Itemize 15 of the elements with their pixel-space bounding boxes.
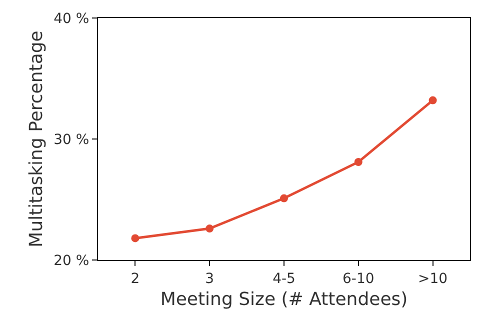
y-tick-label: 30 %: [54, 132, 90, 148]
x-tick-label: >10: [418, 270, 448, 287]
point: [206, 224, 214, 233]
x-tick-label: 2: [130, 270, 140, 287]
point: [131, 234, 140, 242]
point: [428, 96, 437, 104]
x-tick-label: 3: [205, 270, 214, 287]
x-axis-title: Meeting Size (# Attendees): [160, 288, 408, 310]
x-tick-label: 6-10: [342, 270, 374, 287]
y-axis-title: Multitasking Percentage: [26, 30, 47, 248]
point: [280, 194, 288, 202]
x-tick-label: 4-5: [272, 270, 296, 287]
point: [354, 158, 362, 166]
y-tick-label: 40 %: [54, 10, 90, 27]
y-tick-label: 20 %: [54, 252, 90, 269]
